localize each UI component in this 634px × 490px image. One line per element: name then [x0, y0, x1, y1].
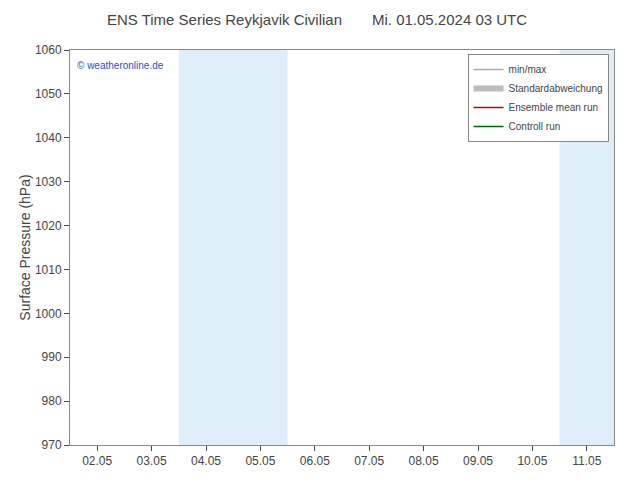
svg-text:ENS Time Series Reykjavik Civi: ENS Time Series Reykjavik Civilian Mi. 0…: [107, 11, 527, 28]
svg-text:Standardabweichung: Standardabweichung: [509, 83, 603, 94]
svg-text:Ensemble mean run: Ensemble mean run: [509, 102, 599, 113]
svg-text:1020: 1020: [35, 219, 62, 233]
svg-text:Controll run: Controll run: [509, 121, 561, 132]
svg-text:Surface Pressure (hPa): Surface Pressure (hPa): [17, 174, 33, 320]
svg-text:07.05: 07.05: [354, 454, 384, 468]
svg-text:© weatheronline.de: © weatheronline.de: [77, 60, 164, 71]
svg-text:1060: 1060: [35, 43, 62, 57]
svg-text:09.05: 09.05: [463, 454, 493, 468]
svg-text:990: 990: [42, 350, 62, 364]
svg-text:980: 980: [42, 394, 62, 408]
svg-text:1000: 1000: [35, 307, 62, 321]
svg-text:10.05: 10.05: [517, 454, 547, 468]
svg-text:02.05: 02.05: [82, 454, 112, 468]
svg-text:1030: 1030: [35, 175, 62, 189]
svg-text:08.05: 08.05: [409, 454, 439, 468]
svg-text:1010: 1010: [35, 263, 62, 277]
svg-text:05.05: 05.05: [245, 454, 275, 468]
svg-text:03.05: 03.05: [137, 454, 167, 468]
svg-text:11.05: 11.05: [572, 454, 601, 468]
svg-text:970: 970: [42, 438, 62, 452]
svg-text:1040: 1040: [35, 131, 62, 145]
svg-text:04.05: 04.05: [191, 454, 221, 468]
svg-text:1050: 1050: [35, 87, 62, 101]
svg-text:min/max: min/max: [509, 64, 547, 75]
svg-text:06.05: 06.05: [300, 454, 330, 468]
